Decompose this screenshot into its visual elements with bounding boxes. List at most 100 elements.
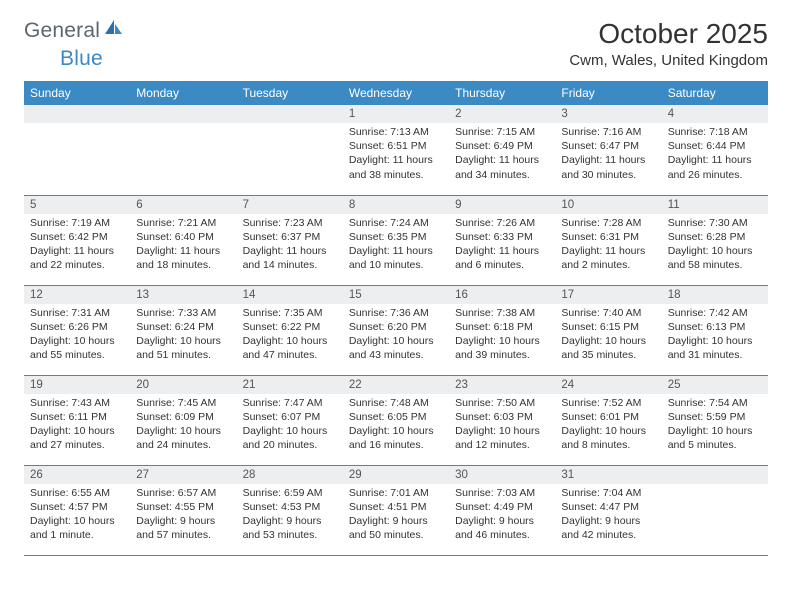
daylight: Daylight: 10 hours and 35 minutes. xyxy=(561,334,655,362)
day-number: 6 xyxy=(130,196,236,214)
sunrise: Sunrise: 7:21 AM xyxy=(136,216,230,230)
week-row: 5Sunrise: 7:19 AMSunset: 6:42 PMDaylight… xyxy=(24,195,768,285)
sunrise: Sunrise: 7:45 AM xyxy=(136,396,230,410)
day-number: 21 xyxy=(237,376,343,394)
sunset: Sunset: 6:47 PM xyxy=(561,139,655,153)
day-cell xyxy=(130,105,236,195)
daylight: Daylight: 11 hours and 10 minutes. xyxy=(349,244,443,272)
sunset: Sunset: 6:22 PM xyxy=(243,320,337,334)
day-number: 19 xyxy=(24,376,130,394)
day-data: Sunrise: 7:28 AMSunset: 6:31 PMDaylight:… xyxy=(555,214,661,279)
weekday-header: Monday xyxy=(130,81,236,105)
daylight: Daylight: 10 hours and 1 minute. xyxy=(30,514,124,542)
day-number: 10 xyxy=(555,196,661,214)
day-data: Sunrise: 7:36 AMSunset: 6:20 PMDaylight:… xyxy=(343,304,449,369)
day-data: Sunrise: 7:50 AMSunset: 6:03 PMDaylight:… xyxy=(449,394,555,459)
sunrise: Sunrise: 7:54 AM xyxy=(668,396,762,410)
daylight: Daylight: 9 hours and 53 minutes. xyxy=(243,514,337,542)
day-cell: 11Sunrise: 7:30 AMSunset: 6:28 PMDayligh… xyxy=(662,195,768,285)
day-cell xyxy=(24,105,130,195)
day-cell: 22Sunrise: 7:48 AMSunset: 6:05 PMDayligh… xyxy=(343,375,449,465)
daylight: Daylight: 9 hours and 57 minutes. xyxy=(136,514,230,542)
day-cell: 27Sunrise: 6:57 AMSunset: 4:55 PMDayligh… xyxy=(130,465,236,555)
day-number: 30 xyxy=(449,466,555,484)
day-data: Sunrise: 7:35 AMSunset: 6:22 PMDaylight:… xyxy=(237,304,343,369)
daylight: Daylight: 11 hours and 26 minutes. xyxy=(668,153,762,181)
month-title: October 2025 xyxy=(569,18,768,50)
sunset: Sunset: 6:01 PM xyxy=(561,410,655,424)
day-data: Sunrise: 7:04 AMSunset: 4:47 PMDaylight:… xyxy=(555,484,661,549)
day-number: 24 xyxy=(555,376,661,394)
sunset: Sunset: 6:26 PM xyxy=(30,320,124,334)
day-cell: 14Sunrise: 7:35 AMSunset: 6:22 PMDayligh… xyxy=(237,285,343,375)
day-data: Sunrise: 7:21 AMSunset: 6:40 PMDaylight:… xyxy=(130,214,236,279)
day-cell: 28Sunrise: 6:59 AMSunset: 4:53 PMDayligh… xyxy=(237,465,343,555)
daylight: Daylight: 11 hours and 22 minutes. xyxy=(30,244,124,272)
day-number: 3 xyxy=(555,105,661,123)
sunset: Sunset: 6:15 PM xyxy=(561,320,655,334)
sunset: Sunset: 4:57 PM xyxy=(30,500,124,514)
sunrise: Sunrise: 6:57 AM xyxy=(136,486,230,500)
day-data: Sunrise: 7:01 AMSunset: 4:51 PMDaylight:… xyxy=(343,484,449,549)
day-cell: 30Sunrise: 7:03 AMSunset: 4:49 PMDayligh… xyxy=(449,465,555,555)
sunset: Sunset: 6:40 PM xyxy=(136,230,230,244)
day-data: Sunrise: 7:23 AMSunset: 6:37 PMDaylight:… xyxy=(237,214,343,279)
day-cell: 7Sunrise: 7:23 AMSunset: 6:37 PMDaylight… xyxy=(237,195,343,285)
day-number: 26 xyxy=(24,466,130,484)
day-cell: 24Sunrise: 7:52 AMSunset: 6:01 PMDayligh… xyxy=(555,375,661,465)
logo: General xyxy=(24,18,125,43)
day-number: 20 xyxy=(130,376,236,394)
daylight: Daylight: 11 hours and 2 minutes. xyxy=(561,244,655,272)
weekday-header: Sunday xyxy=(24,81,130,105)
logo-sail-icon xyxy=(103,18,123,41)
daylight: Daylight: 10 hours and 58 minutes. xyxy=(668,244,762,272)
sunrise: Sunrise: 7:38 AM xyxy=(455,306,549,320)
sunset: Sunset: 6:33 PM xyxy=(455,230,549,244)
day-number: 16 xyxy=(449,286,555,304)
sunset: Sunset: 6:05 PM xyxy=(349,410,443,424)
daylight: Daylight: 10 hours and 39 minutes. xyxy=(455,334,549,362)
day-number: 2 xyxy=(449,105,555,123)
sunrise: Sunrise: 7:36 AM xyxy=(349,306,443,320)
sunrise: Sunrise: 7:42 AM xyxy=(668,306,762,320)
sunset: Sunset: 6:11 PM xyxy=(30,410,124,424)
day-data: Sunrise: 7:52 AMSunset: 6:01 PMDaylight:… xyxy=(555,394,661,459)
day-data: Sunrise: 7:43 AMSunset: 6:11 PMDaylight:… xyxy=(24,394,130,459)
daylight: Daylight: 10 hours and 16 minutes. xyxy=(349,424,443,452)
day-number: 11 xyxy=(662,196,768,214)
daylight: Daylight: 10 hours and 5 minutes. xyxy=(668,424,762,452)
sunset: Sunset: 6:44 PM xyxy=(668,139,762,153)
day-cell: 6Sunrise: 7:21 AMSunset: 6:40 PMDaylight… xyxy=(130,195,236,285)
daylight: Daylight: 10 hours and 43 minutes. xyxy=(349,334,443,362)
sunset: Sunset: 6:51 PM xyxy=(349,139,443,153)
daylight: Daylight: 10 hours and 47 minutes. xyxy=(243,334,337,362)
day-data xyxy=(662,484,768,492)
day-data: Sunrise: 7:40 AMSunset: 6:15 PMDaylight:… xyxy=(555,304,661,369)
daylight: Daylight: 10 hours and 27 minutes. xyxy=(30,424,124,452)
day-cell: 10Sunrise: 7:28 AMSunset: 6:31 PMDayligh… xyxy=(555,195,661,285)
day-number: 22 xyxy=(343,376,449,394)
sunrise: Sunrise: 7:19 AM xyxy=(30,216,124,230)
day-cell xyxy=(237,105,343,195)
sunrise: Sunrise: 7:16 AM xyxy=(561,125,655,139)
day-cell: 26 Sunrise: 6:55 AMSunset: 4:57 PMDayligh… xyxy=(24,465,130,555)
day-data: Sunrise: 7:26 AMSunset: 6:33 PMDaylight:… xyxy=(449,214,555,279)
sunrise: Sunrise: 7:04 AM xyxy=(561,486,655,500)
calendar-page: General October 2025 Cwm, Wales, United … xyxy=(0,0,792,574)
week-row: 12Sunrise: 7:31 AMSunset: 6:26 PMDayligh… xyxy=(24,285,768,375)
day-number: 17 xyxy=(555,286,661,304)
weekday-header: Saturday xyxy=(662,81,768,105)
sunrise: Sunrise: 7:24 AM xyxy=(349,216,443,230)
sunrise: Sunrise: 6:55 AM xyxy=(30,486,124,500)
day-cell: 21Sunrise: 7:47 AMSunset: 6:07 PMDayligh… xyxy=(237,375,343,465)
sunset: Sunset: 4:51 PM xyxy=(349,500,443,514)
sunrise: Sunrise: 7:18 AM xyxy=(668,125,762,139)
day-cell: 13Sunrise: 7:33 AMSunset: 6:24 PMDayligh… xyxy=(130,285,236,375)
weekday-header-row: Sunday Monday Tuesday Wednesday Thursday… xyxy=(24,81,768,105)
day-cell: 18Sunrise: 7:42 AMSunset: 6:13 PMDayligh… xyxy=(662,285,768,375)
day-number: 31 xyxy=(555,466,661,484)
day-cell: 19Sunrise: 7:43 AMSunset: 6:11 PMDayligh… xyxy=(24,375,130,465)
day-data: Sunrise: 7:18 AMSunset: 6:44 PMDaylight:… xyxy=(662,123,768,188)
sunrise: Sunrise: 7:50 AM xyxy=(455,396,549,410)
sunrise: Sunrise: 6:59 AM xyxy=(243,486,337,500)
